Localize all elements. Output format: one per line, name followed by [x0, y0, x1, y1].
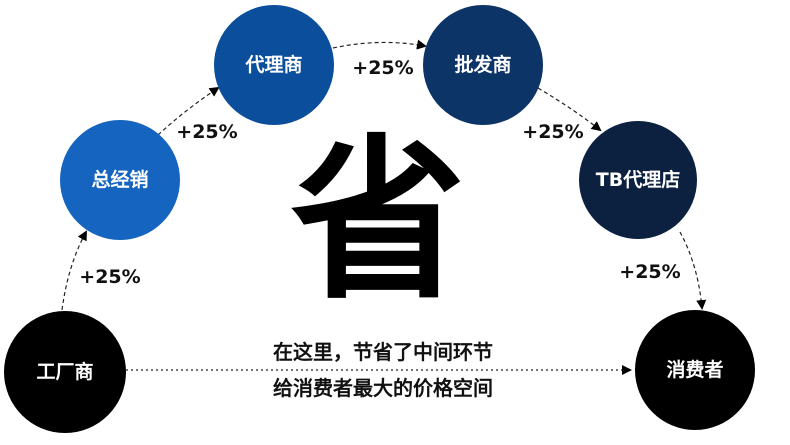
caption-line-1: 在这里，节省了中间环节	[273, 340, 493, 364]
markup-label: +25%	[176, 121, 237, 143]
node-general-distributor: 总经销	[60, 120, 180, 240]
node-label: 代理商	[244, 53, 302, 76]
center-character: 省	[291, 121, 466, 324]
node-circle	[635, 310, 755, 430]
markup-label: +25%	[522, 121, 583, 143]
node-consumer: 消费者	[635, 310, 755, 430]
node-factory: 工厂商	[4, 311, 126, 433]
markup-label: +25%	[619, 261, 680, 283]
node-circle	[4, 311, 126, 433]
node-circle	[423, 5, 543, 125]
markup-label: +25%	[79, 266, 140, 288]
node-tb-store: TB代理店	[579, 121, 697, 239]
arrow-tbstore-to-consumer	[679, 231, 707, 310]
node-label: TB代理店	[596, 168, 680, 191]
node-wholesaler: 批发商	[423, 5, 543, 125]
arrow-wholesaler-to-tbstore	[537, 87, 602, 132]
arrow-agent-to-wholesaler	[332, 39, 427, 50]
node-agent: 代理商	[214, 5, 334, 125]
node-label: 工厂商	[36, 360, 93, 383]
arrow-distributor-to-agent	[157, 86, 220, 136]
caption-line-2: 给消费者最大的价格空间	[273, 376, 493, 400]
arrow-factory-to-distributor	[61, 230, 87, 311]
node-label: 总经销	[91, 168, 148, 191]
node-label: 批发商	[454, 53, 511, 76]
node-circle	[579, 121, 697, 239]
markup-label: +25%	[352, 57, 413, 79]
node-circle	[214, 5, 334, 125]
node-label: 消费者	[666, 358, 723, 381]
node-circle	[60, 120, 180, 240]
